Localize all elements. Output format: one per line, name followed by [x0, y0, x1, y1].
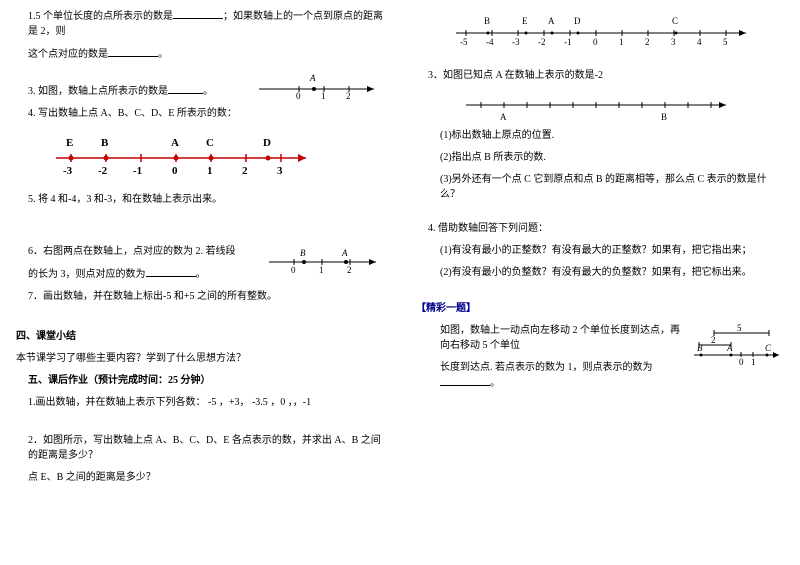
- q7: 7．画出数轴，并在数轴上标出-5 和+5 之间的所有整数。: [28, 289, 384, 304]
- hw2a: 2．如图所示，写出数轴上点 A、B、C、D、E 各点表示的数，并求出 A、B 之…: [28, 433, 384, 463]
- svg-text:5: 5: [737, 323, 742, 333]
- svg-text:A: A: [309, 73, 316, 83]
- svg-text:C: C: [765, 343, 772, 353]
- number-line-bead: -5 -4 -3 -2 -1 0 1 2 3 4 5 B E A D C: [446, 8, 756, 48]
- q5-text: 5. 将 4 和-4，3 和-3，和在数轴上表示出来。: [28, 192, 384, 207]
- svg-text:D: D: [574, 16, 581, 26]
- blank: [108, 46, 158, 57]
- svg-text:1: 1: [207, 165, 213, 177]
- svg-text:-2: -2: [538, 37, 546, 47]
- text: 。: [203, 86, 213, 97]
- r-q3-3: (3)另外还有一个点 C 它到原点和点 B 的距离相等，那么点 C 表示的数是什…: [440, 172, 784, 202]
- hw2b: 点 E、B 之间的距离是多少？: [28, 470, 384, 485]
- q1-5-line2: 这个点对应的数是 。: [28, 46, 384, 62]
- svg-text:3: 3: [277, 165, 283, 177]
- r-q4: 4. 借助数轴回答下列问题：: [428, 221, 784, 236]
- number-line-small: 0 1 2 A: [254, 69, 384, 99]
- q4-text: 4. 写出数轴上点 A、B、C、D、E 所表示的数：: [28, 106, 384, 121]
- svg-text:1: 1: [751, 357, 756, 367]
- text: 的长为 3，则点对应的数为: [28, 269, 146, 280]
- svg-text:B: B: [300, 248, 306, 258]
- svg-text:0: 0: [172, 165, 178, 177]
- svg-text:A: A: [171, 137, 179, 149]
- diagram-bac: 5 2 B A C 0 1: [689, 323, 784, 368]
- svg-text:-4: -4: [486, 37, 494, 47]
- text: 。: [158, 49, 168, 60]
- text: 3. 如图，数轴上点所表示的数是: [28, 86, 168, 97]
- number-line-ba: 0 1 2 B A: [264, 244, 384, 274]
- svg-text:C: C: [206, 137, 214, 149]
- text: 长度到达点. 若点表示的数为 1，则点表示的数为: [440, 362, 653, 373]
- svg-text:-5: -5: [460, 37, 468, 47]
- q6a: 6．右图两点在数轴上，点对应的数为 2. 若线段: [28, 244, 264, 259]
- text: 这个点对应的数是: [28, 49, 108, 60]
- left-column: 1.5 个单位长度的点所表示的数是；如果数轴上的一个点到原点的距离是 2，则 这…: [0, 0, 400, 565]
- svg-text:B: B: [484, 16, 490, 26]
- svg-text:-1: -1: [564, 37, 572, 47]
- svg-text:0: 0: [296, 91, 301, 99]
- svg-text:3: 3: [671, 37, 676, 47]
- svg-text:2: 2: [711, 335, 716, 345]
- bonus-a: 如图，数轴上一动点向左移动 2 个单位长度到达点，再向右移动 5 个单位: [440, 323, 689, 353]
- q6b: 的长为 3，则点对应的数为 。: [28, 266, 264, 282]
- bonus-b: 长度到达点. 若点表示的数为 1，则点表示的数为。: [440, 360, 689, 391]
- svg-text:A: A: [726, 343, 733, 353]
- bonus-heading: 【精彩一题】: [416, 301, 784, 316]
- svg-text:-3: -3: [63, 165, 73, 177]
- svg-text:B: B: [697, 343, 703, 353]
- svg-text:-1: -1: [133, 165, 142, 177]
- text: 1.5 个单位长度的点所表示的数是: [28, 11, 173, 22]
- svg-text:A: A: [548, 16, 555, 26]
- q3-row: 3. 如图，数轴上点所表示的数是 。 0 1 2 A: [28, 69, 384, 99]
- svg-text:1: 1: [319, 265, 324, 274]
- svg-text:5: 5: [723, 37, 728, 47]
- section-5-heading: 五、课后作业（预计完成时间：25 分钟）: [28, 373, 384, 388]
- svg-text:0: 0: [593, 37, 598, 47]
- text: 。: [490, 378, 500, 389]
- svg-text:0: 0: [739, 357, 744, 367]
- svg-text:E: E: [66, 137, 73, 149]
- r-q4-1: (1)有没有最小的正整数？有没有最大的正整数？如果有，把它指出来；: [440, 243, 784, 258]
- section-4-heading: 四、课堂小结: [16, 329, 384, 344]
- svg-text:B: B: [101, 137, 109, 149]
- section-4-body: 本节课学习了哪些主要内容？学到了什么思想方法？: [16, 351, 384, 366]
- svg-text:2: 2: [242, 165, 248, 177]
- q1-5-line1: 1.5 个单位长度的点所表示的数是；如果数轴上的一个点到原点的距离是 2，则: [28, 8, 384, 39]
- r-q4-2: (2)有没有最小的负整数？有没有最大的负整数？如果有，把它标出来。: [440, 265, 784, 280]
- number-line-ebacd: -3 -2 -1 0 1 2 3 E B A C D: [46, 128, 316, 178]
- svg-text:2: 2: [347, 265, 352, 274]
- svg-text:0: 0: [291, 265, 296, 274]
- svg-text:2: 2: [645, 37, 650, 47]
- q6-row: 6．右图两点在数轴上，点对应的数为 2. 若线段 的长为 3，则点对应的数为。 …: [16, 244, 384, 289]
- svg-text:2: 2: [346, 91, 351, 99]
- svg-text:C: C: [672, 16, 678, 26]
- svg-text:1: 1: [619, 37, 624, 47]
- blank: [440, 375, 490, 386]
- svg-text:-3: -3: [512, 37, 520, 47]
- blank: [168, 83, 203, 94]
- r-q3-2: (2)指出点 B 所表示的数.: [440, 150, 784, 165]
- hw1: 1.画出数轴，并在数轴上表示下列各数： -5 ，+3， -3.5 ，0 ，，-1: [28, 395, 384, 410]
- svg-text:-2: -2: [98, 165, 108, 177]
- svg-text:A: A: [341, 248, 348, 258]
- svg-text:D: D: [263, 137, 271, 149]
- bonus-row: 如图，数轴上一动点向左移动 2 个单位长度到达点，再向右移动 5 个单位 长度到…: [416, 323, 784, 398]
- r-q3: 3．如图已知点 A 在数轴上表示的数是-2: [428, 68, 784, 83]
- number-line-ab: A B: [456, 90, 736, 128]
- text: 。: [196, 269, 206, 280]
- blank: [146, 266, 196, 277]
- svg-text:4: 4: [697, 37, 702, 47]
- blank: [173, 8, 223, 19]
- svg-text:B: B: [661, 112, 667, 122]
- svg-text:E: E: [522, 16, 528, 26]
- svg-text:A: A: [500, 112, 507, 122]
- svg-text:1: 1: [321, 91, 326, 99]
- right-column: -5 -4 -3 -2 -1 0 1 2 3 4 5 B E A D C: [400, 0, 800, 565]
- r-q3-1: (1)标出数轴上原点的位置.: [440, 128, 784, 143]
